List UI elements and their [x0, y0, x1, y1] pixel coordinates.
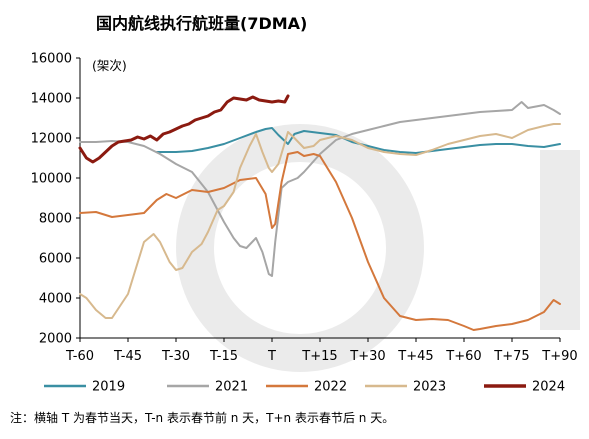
x-tick-label: T+90 [541, 349, 577, 364]
x-tick-label: T+45 [397, 349, 433, 364]
legend-item-2022: 2022 [266, 380, 347, 395]
legend-label: 2019 [92, 380, 125, 395]
x-tick-label: T-60 [65, 349, 94, 364]
legend-label: 2024 [532, 380, 565, 395]
y-tick-label: 8000 [39, 212, 72, 227]
y-tick-labels: 2000 4000 6000 8000 10000 12000 14000 16000 [31, 52, 80, 347]
legend-item-2019: 2019 [44, 380, 125, 395]
series-line-2021 [79, 101, 561, 277]
y-tick-label: 4000 [39, 292, 72, 307]
x-tick-label: T-30 [161, 349, 190, 364]
x-tick-label: T-15 [209, 349, 238, 364]
watermark-bar [540, 150, 580, 330]
series-line-2023 [79, 123, 561, 319]
x-tick-label: T+75 [493, 349, 529, 364]
x-tick-label: T+60 [445, 349, 481, 364]
y-tick-label: 12000 [31, 132, 72, 147]
y-tick-label: 10000 [31, 172, 72, 187]
legend-label: 2023 [413, 380, 446, 395]
y-tick-label: 16000 [31, 52, 72, 67]
legend-item-2024: 2024 [484, 380, 565, 395]
y-tick-label: 14000 [31, 92, 72, 107]
legend-label: 2021 [215, 380, 248, 395]
chart-title: 国内航线执行航班量(7DMA) [96, 14, 307, 33]
series-line-2024 [78, 94, 290, 164]
legend-item-2021: 2021 [167, 380, 248, 395]
x-tick-labels: T-60 T-45 T-30 T-15 T T+15 T+30 T+45 T+60 T+75 T+9… [65, 338, 578, 364]
series-line-2022 [79, 151, 561, 331]
x-tick-label: T [267, 349, 276, 364]
legend-label: 2022 [314, 380, 347, 395]
x-tick-label: T+15 [301, 349, 337, 364]
x-tick-label: T-45 [113, 349, 142, 364]
x-tick-label: T+30 [349, 349, 385, 364]
footnote: 注：横轴 T 为春节当天，T-n 表示春节前 n 天，T+n 表示春节后 n 天… [10, 411, 395, 425]
series-lines [78, 94, 561, 331]
legend: 2019 2021 2022 2023 2024 [44, 380, 565, 395]
y-unit-label: (架次) [92, 58, 127, 73]
legend-item-2023: 2023 [365, 380, 446, 395]
y-tick-label: 2000 [39, 332, 72, 347]
y-tick-label: 6000 [39, 252, 72, 267]
